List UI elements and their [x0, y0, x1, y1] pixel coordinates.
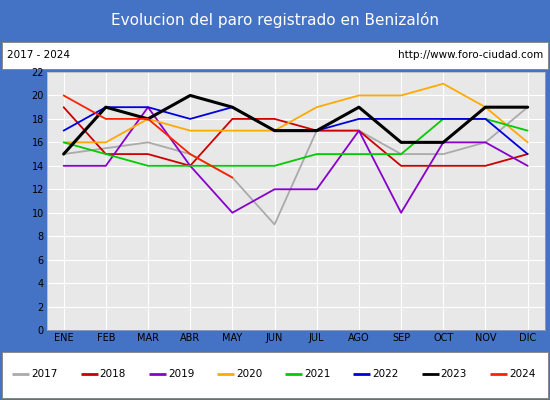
Text: http://www.foro-ciudad.com: http://www.foro-ciudad.com: [398, 50, 543, 60]
Text: 2019: 2019: [168, 370, 194, 380]
Text: 2023: 2023: [441, 370, 467, 380]
Text: 2017: 2017: [31, 370, 58, 380]
Text: 2024: 2024: [509, 370, 535, 380]
Text: 2017 - 2024: 2017 - 2024: [7, 50, 69, 60]
Text: 2020: 2020: [236, 370, 262, 380]
Text: Evolucion del paro registrado en Benizalón: Evolucion del paro registrado en Benizal…: [111, 12, 439, 28]
Text: 2018: 2018: [100, 370, 126, 380]
Text: 2021: 2021: [304, 370, 331, 380]
Text: 2022: 2022: [372, 370, 399, 380]
